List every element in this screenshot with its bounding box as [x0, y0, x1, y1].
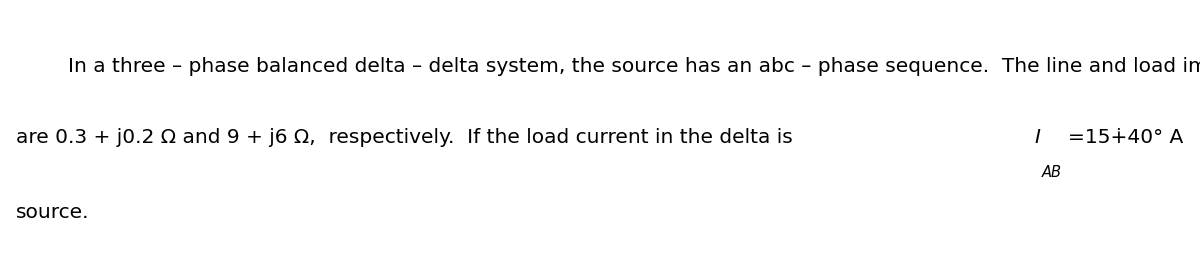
Text: are 0.3 + j0.2 Ω and 9 + j6 Ω,  respectively.  If the load current in the delta : are 0.3 + j0.2 Ω and 9 + j6 Ω, respectiv… — [16, 128, 805, 147]
Text: source.: source. — [16, 202, 89, 222]
Text: AB: AB — [1042, 165, 1062, 180]
Text: =15∔40° A: =15∔40° A — [1068, 128, 1183, 147]
Text: I: I — [1034, 128, 1040, 147]
Text: In a three – phase balanced delta – delta system, the source has an abc – phase : In a three – phase balanced delta – delt… — [68, 57, 1200, 76]
